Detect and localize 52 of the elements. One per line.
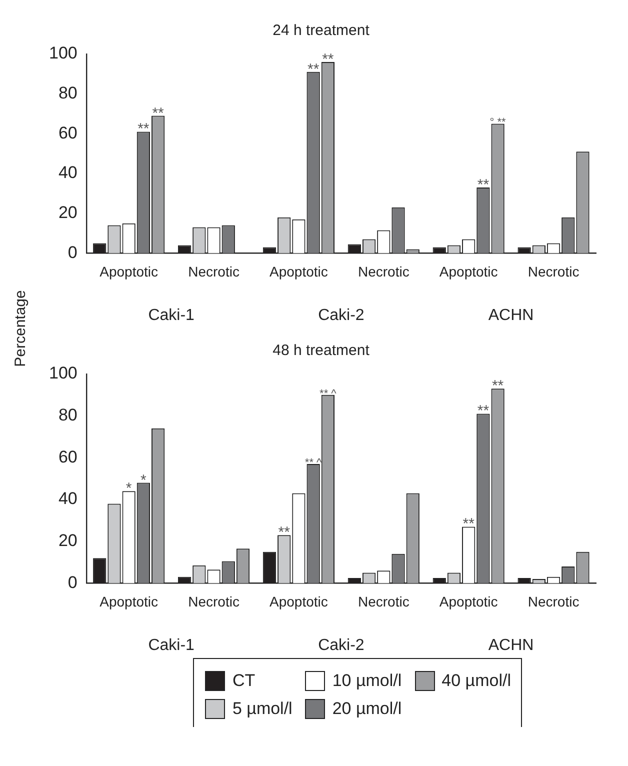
data-label: ** [462,516,475,533]
x-tick-label: Necrotic [528,593,580,610]
x-tick-label: Apoptotic [270,263,328,280]
y-tick-label: 60 [58,447,78,466]
x-tick-label: Necrotic [528,263,580,280]
data-label: ** [477,402,490,420]
y-tick-label: 100 [48,364,78,383]
chart-title: 24 h treatment [272,22,370,40]
x-tick-label: Apoptotic [100,263,158,280]
legend-label: 40 µmol/l [442,671,511,691]
x-tick-label: Necrotic [188,593,240,610]
text: ACHN [488,637,534,654]
x-tick-label: Necrotic [188,263,240,280]
y-tick-label: 60 [58,123,78,142]
legend-label: 10 µmol/l [332,671,402,691]
x-tick-label: Apoptotic [439,593,498,610]
data-label: ** [322,50,334,68]
chart-title: 48 h treatment [272,342,370,360]
y-tick-label: 0 [68,572,78,592]
y-axis-title: Percentage [12,290,29,366]
x-tick-label: Apoptotic [270,593,328,610]
data-label: * [126,480,132,498]
text: Caki-1 [148,307,195,324]
y-tick-label: 80 [58,406,78,425]
data-label: ° ** [490,116,507,129]
data-label: ** [138,120,150,138]
data-label: * [140,472,147,489]
text: Caki-2 [318,637,364,654]
data-label: ** ^ [320,388,338,400]
x-tick-label: Necrotic [358,263,410,280]
legend-label: 20 µmol/l [332,699,402,719]
data-label: ** [307,60,320,78]
legend-label: 5 µmol/l [232,699,292,719]
y-tick-label: 20 [58,531,78,550]
data-label: ** [152,104,164,122]
data-label: ** [477,176,490,194]
x-tick-label: Apoptotic [439,263,498,280]
legend-label: CT [232,671,256,691]
text: ACHN [488,307,534,324]
data-label: ** [492,378,504,395]
y-tick-label: 40 [58,489,78,508]
x-tick-label: Necrotic [358,593,410,610]
text: Caki-2 [318,307,364,324]
y-tick-label: 0 [68,242,78,262]
y-tick-label: 40 [58,163,78,182]
x-tick-label: Apoptotic [100,593,158,610]
text: Caki-1 [148,637,195,654]
y-tick-label: 100 [48,44,78,63]
y-tick-label: 20 [58,203,78,222]
data-label: ** [278,524,290,542]
data-label: ** ^ [304,456,323,469]
y-tick-label: 80 [58,84,78,103]
